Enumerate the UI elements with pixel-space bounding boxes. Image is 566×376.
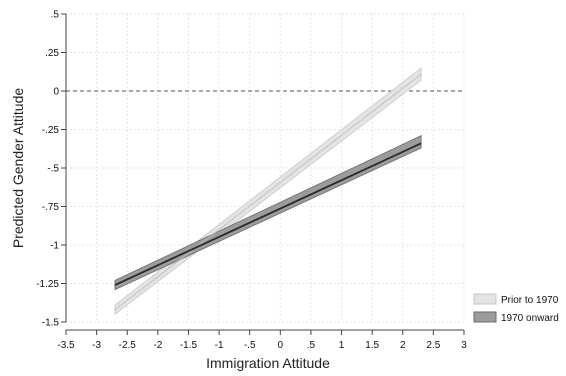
y-tick-label: -1.5 — [42, 318, 60, 329]
x-tick-label: -2.5 — [119, 340, 137, 351]
x-tick-label: -2 — [153, 340, 162, 351]
x-tick-label: .5 — [307, 340, 316, 351]
grid — [65, 13, 465, 323]
x-tick-label: -3.5 — [57, 340, 75, 351]
x-tick-label: -1 — [215, 340, 224, 351]
y-axis-title: Predicted Gender Attitude — [10, 88, 26, 249]
y-tick-label: .25 — [45, 48, 59, 59]
line-series-0 — [114, 73, 422, 311]
x-tick-label: -3 — [92, 340, 101, 351]
y-tick-label: -.75 — [42, 202, 60, 213]
x-tick-label: 2 — [400, 340, 406, 351]
legend-swatch-series-0 — [473, 293, 497, 305]
y-tick-label: -1 — [50, 241, 59, 252]
legend-swatch-series-1 — [473, 311, 497, 323]
legend-label-series-1: 1970 onward — [501, 313, 559, 324]
y-tick-label: -.5 — [47, 164, 59, 175]
y-tick-label: -.25 — [42, 125, 60, 136]
legend-label-series-0: Prior to 1970 — [501, 295, 559, 306]
axes — [61, 13, 465, 335]
x-tick-labels: -3.5 -3 -2.5 -2 -1.5 -1 -.5 0 .5 1 1.5 2 2.5 3 — [57, 340, 467, 351]
line-series-1 — [114, 142, 422, 286]
x-tick-label: -1.5 — [180, 340, 198, 351]
x-tick-label: 3 — [461, 340, 467, 351]
y-tick-labels: .5 .25 0 -.25 -.5 -.75 -1 -1.25 -1.5 — [36, 10, 59, 329]
legend: Prior to 1970 1970 onward — [473, 293, 559, 324]
y-tick-label: -1.25 — [36, 279, 59, 290]
series-lines — [114, 73, 422, 311]
x-tick-label: 2.5 — [426, 340, 440, 351]
x-tick-label: 0 — [278, 340, 284, 351]
ci-band-series-1 — [114, 135, 422, 291]
y-tick-label: 0 — [53, 87, 59, 98]
x-tick-label: 1.5 — [365, 340, 379, 351]
x-axis-title: Immigration Attitude — [206, 355, 330, 371]
x-tick-label: -.5 — [244, 340, 256, 351]
x-tick-label: 1 — [339, 340, 345, 351]
y-tick-label: .5 — [51, 10, 60, 21]
